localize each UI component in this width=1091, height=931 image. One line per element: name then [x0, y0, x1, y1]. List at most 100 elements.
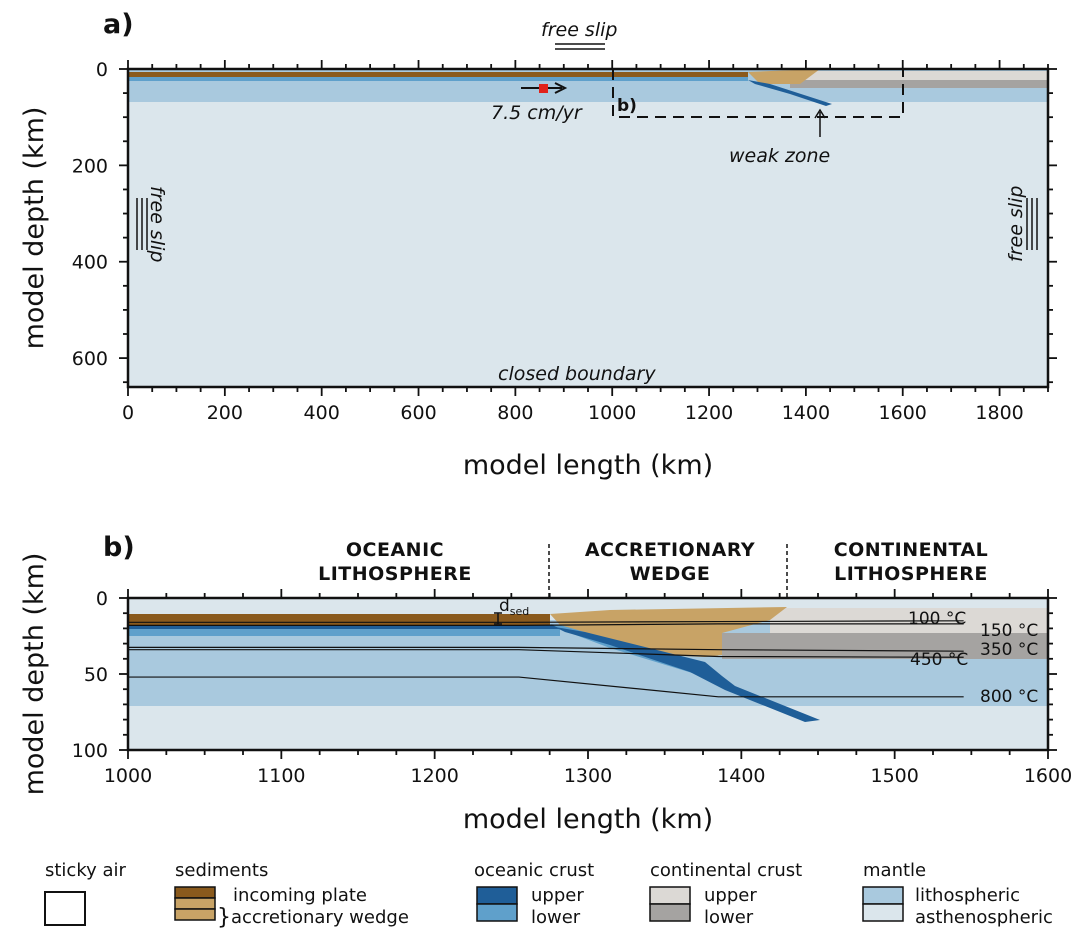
panel-a-ylabel: model depth (km) [19, 107, 50, 350]
panel-a-letter: a) [103, 9, 134, 40]
legend-brace: } [217, 905, 231, 930]
panel-a-x-tick-label: 1400 [782, 402, 830, 424]
panel-a-annotations: free slip free slip free slip closed bou… [136, 19, 1038, 385]
isotherm-line [128, 646, 964, 652]
free-slip-right-label: free slip [1005, 186, 1027, 262]
panel-b: b) OCEANIC LITHOSPHERE ACCRETIONARY WEDG… [19, 532, 1072, 835]
incoming-sediments-a [128, 72, 748, 77]
panel-b-axes: 1000 1100 1200 1300 1400 1500 1600 0 50 100 [72, 588, 1072, 787]
legend-item-ocean-lower: lower [531, 907, 581, 928]
oceanic-lower-crust-b [128, 629, 560, 636]
domain-oceanic-line1: OCEANIC [346, 539, 444, 561]
legend-item-mantle-litho: lithospheric [915, 885, 1020, 906]
subducting-upper-crust-b [555, 627, 820, 722]
accretionary-wedge-a [748, 69, 820, 84]
legend-title-oceanic-crust: oceanic crust [474, 860, 594, 881]
legend-swatch-sed-mixed [174, 897, 216, 910]
legend-item-cont-upper: upper [704, 885, 757, 906]
panel-a-x-tick-label: 1600 [879, 402, 927, 424]
domain-wedge-line1: ACCRETIONARY [585, 539, 755, 561]
legend-item-accretionary-wedge: accretionary wedge [231, 907, 409, 928]
legend-title-sediments: sediments [175, 860, 268, 881]
free-slip-top-label: free slip [541, 19, 617, 41]
panel-a-y-tick-label: 600 [72, 348, 108, 370]
incoming-sediments-b [128, 614, 550, 625]
inset-label: b) [617, 96, 637, 116]
panel-a-x-tick-label: 0 [122, 402, 134, 424]
panel-a-x-tick-label: 1800 [975, 402, 1023, 424]
panel-a: a) free slip free slip free slip closed … [19, 9, 1057, 481]
legend-swatch-sed-wedge [174, 908, 216, 921]
isotherm-line [128, 620, 964, 623]
legend: sticky air sediments incoming plate } ac… [44, 860, 1053, 930]
panel-b-y-tick-label: 0 [96, 588, 108, 610]
panel-a-x-tick-label: 200 [207, 402, 243, 424]
isotherm-line [128, 649, 964, 658]
panel-a-x-tick-label: 400 [304, 402, 340, 424]
oceanic-upper-crust-b [128, 625, 560, 629]
panel-b-ylabel: model depth (km) [19, 553, 50, 796]
velocity-marker [539, 84, 548, 93]
legend-swatch-ocean-lower [476, 903, 518, 922]
panel-b-y-tick-label: 50 [84, 664, 108, 686]
domain-continental-line2: LITHOSPHERE [834, 563, 988, 585]
continental-upper-crust-a [790, 71, 1048, 80]
panel-a-x-tick-label: 600 [400, 402, 436, 424]
legend-oceanic-crust: oceanic crust upper lower [474, 860, 594, 928]
asthenospheric-mantle-a [128, 69, 1048, 387]
accretionary-wedge-b [550, 607, 787, 657]
panel-b-x-tick-label: 1200 [410, 765, 458, 787]
legend-mantle: mantle lithospheric asthenospheric [862, 860, 1053, 928]
weak-zone-label: weak zone [729, 145, 830, 167]
legend-swatch-sed-incoming [174, 886, 216, 899]
domain-wedge-line2: WEDGE [630, 563, 711, 585]
panel-b-x-tick-label: 1600 [1024, 765, 1072, 787]
panel-a-x-tick-label: 800 [497, 402, 533, 424]
domain-continental-line1: CONTINENTAL [834, 539, 989, 561]
legend-item-mantle-astheno: asthenospheric [915, 907, 1053, 928]
legend-swatch-sticky-air [44, 891, 86, 926]
legend-title-continental-crust: continental crust [650, 860, 802, 881]
oceanic-crust-a [128, 77, 748, 81]
legend-sticky-air: sticky air [44, 860, 127, 926]
panel-b-letter: b) [103, 532, 135, 563]
legend-swatch-mantle-litho [862, 886, 904, 905]
panel-b-x-tick-label: 1000 [104, 765, 152, 787]
legend-swatch-ocean-upper [476, 886, 518, 905]
panel-a-xlabel: model length (km) [463, 450, 713, 481]
velocity-label: 7.5 cm/yr [491, 102, 583, 124]
legend-swatch-cont-upper [649, 886, 691, 905]
isotherm-line [128, 676, 964, 698]
domain-oceanic-line2: LITHOSPHERE [318, 563, 472, 585]
isotherm-label: 450 °C [910, 650, 968, 670]
panel-b-x-tick-label: 1300 [564, 765, 612, 787]
panel-b-x-tick-label: 1100 [257, 765, 305, 787]
weak-zone-slab-a [748, 80, 832, 106]
legend-item-cont-lower: lower [704, 907, 754, 928]
continental-lower-crust-b [722, 633, 1048, 659]
legend-item-ocean-upper: upper [531, 885, 584, 906]
panel-b-xlabel: model length (km) [463, 804, 713, 835]
panel-a-x-tick-label: 1000 [588, 402, 636, 424]
isotherm-label: 350 °C [980, 640, 1038, 660]
isotherm-line [128, 623, 964, 626]
isotherm-label: 150 °C [980, 621, 1038, 641]
inset-box [612, 69, 904, 118]
panel-a-y-tick-label: 0 [96, 59, 108, 81]
legend-item-incoming-plate: incoming plate [233, 885, 367, 906]
closed-boundary-label: closed boundary [498, 363, 656, 385]
panel-a-axes: 0 200 400 600 800 1000 1200 1400 1600 1800 0 200 400… [72, 59, 1057, 424]
isotherm-label: 100 °C [908, 609, 966, 629]
legend-swatch-cont-lower [649, 903, 691, 922]
legend-continental-crust: continental crust upper lower [649, 860, 802, 928]
panel-a-x-tick-label: 1200 [685, 402, 733, 424]
continental-lower-crust-a [790, 80, 1048, 88]
legend-title-mantle: mantle [863, 860, 926, 881]
panel-a-y-tick-label: 200 [72, 155, 108, 177]
panel-b-y-tick-label: 100 [72, 740, 108, 762]
legend-sediments: sediments incoming plate } accretionary … [174, 860, 409, 930]
panel-a-y-tick-label: 400 [72, 252, 108, 274]
legend-title-sticky-air: sticky air [45, 860, 127, 881]
